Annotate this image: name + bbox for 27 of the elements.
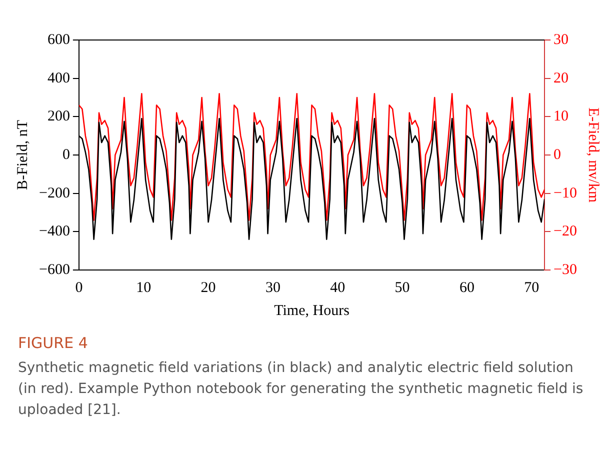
y2-tick-label: 10 (554, 108, 569, 125)
y2-tick-label: 30 (554, 32, 569, 48)
y-tick-label: −200 (38, 185, 70, 202)
x-tick-label: 10 (136, 280, 152, 296)
x-tick-label: 30 (265, 280, 280, 296)
text: Synthetic magnetic field variations (in black) and analytic electric field solution (in red). Example Python notebook for generating the synthetic magnetic field is uploaded [21]. (18, 359, 584, 420)
y-axis-title: B-Field, nT (14, 120, 31, 190)
y2-tick-label: −30 (554, 262, 578, 278)
y-tick-label: 600 (47, 32, 70, 48)
x-tick-label: 70 (524, 280, 540, 296)
y2-tick-label: 0 (554, 146, 562, 163)
y2-tick-label: 20 (554, 70, 569, 86)
x-tick-label: 20 (200, 280, 216, 296)
x-tick-label: 60 (459, 280, 474, 296)
x-tick-label: 0 (75, 280, 83, 296)
y-tick-label: 200 (47, 108, 70, 125)
y2-axis-title: E-Field, mv/km (585, 108, 602, 203)
y2-tick-label: −20 (554, 224, 578, 240)
x-tick-label: 40 (330, 280, 346, 296)
y-tick-label: 400 (47, 70, 70, 86)
y-tick-label: −400 (38, 224, 70, 240)
y-tick-label: 0 (62, 146, 70, 163)
x-axis-title: Time, Hours (274, 302, 350, 319)
x-tick-label: 50 (394, 280, 410, 296)
y2-tick-label: −10 (554, 185, 578, 202)
caption: FIGURE 4 (18, 334, 89, 352)
y-tick-label: −600 (38, 262, 70, 278)
